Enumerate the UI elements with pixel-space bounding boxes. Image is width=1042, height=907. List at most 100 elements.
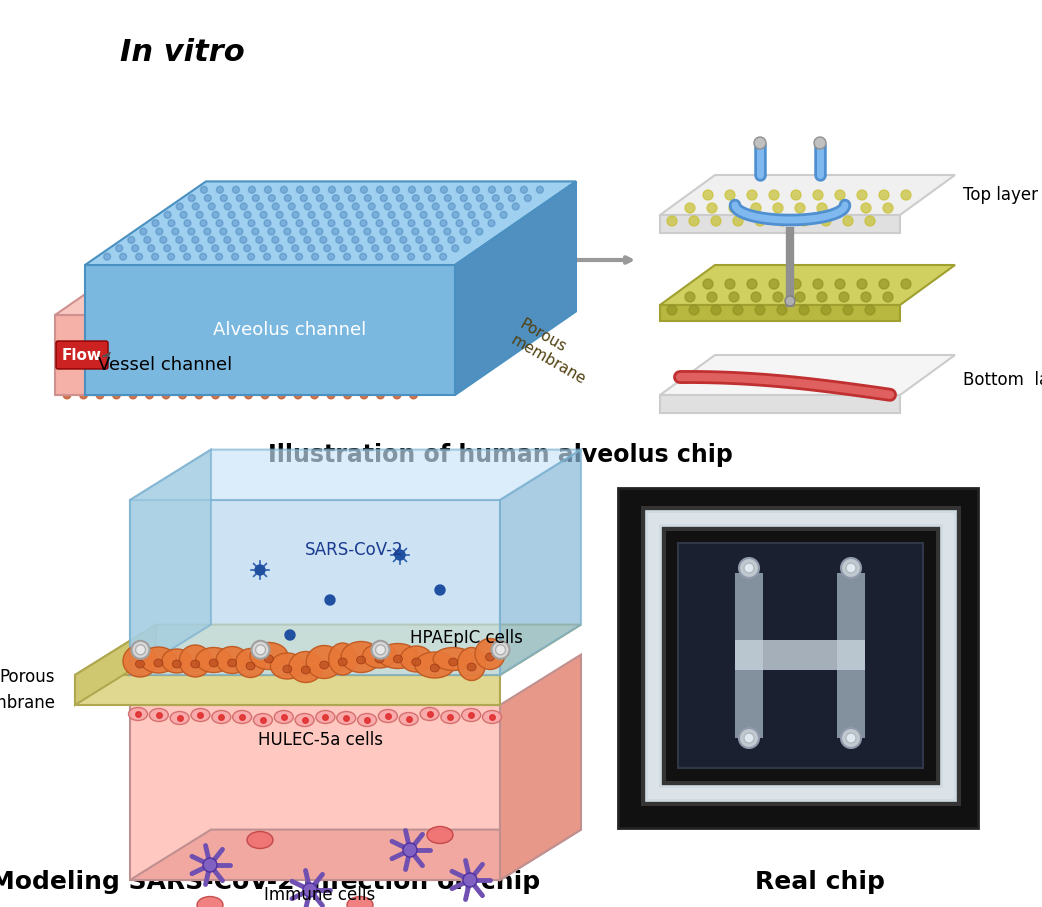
- Circle shape: [744, 563, 754, 573]
- Circle shape: [178, 391, 187, 399]
- Circle shape: [751, 203, 761, 213]
- Circle shape: [299, 343, 306, 350]
- Ellipse shape: [274, 710, 293, 724]
- Circle shape: [755, 305, 765, 315]
- Circle shape: [124, 361, 131, 368]
- Circle shape: [148, 245, 154, 252]
- Circle shape: [498, 330, 505, 338]
- Circle shape: [703, 279, 713, 289]
- Ellipse shape: [320, 661, 328, 669]
- Circle shape: [215, 355, 223, 362]
- Ellipse shape: [475, 639, 505, 669]
- Ellipse shape: [149, 708, 169, 721]
- Circle shape: [345, 379, 352, 386]
- Ellipse shape: [123, 645, 157, 677]
- Ellipse shape: [306, 646, 342, 678]
- Circle shape: [203, 858, 217, 872]
- Circle shape: [348, 195, 355, 201]
- Circle shape: [265, 355, 272, 362]
- Circle shape: [176, 237, 182, 243]
- Circle shape: [330, 355, 338, 362]
- Circle shape: [317, 195, 323, 201]
- Circle shape: [287, 385, 294, 393]
- Circle shape: [135, 645, 146, 655]
- Circle shape: [480, 203, 488, 210]
- Circle shape: [432, 203, 439, 210]
- Circle shape: [98, 366, 106, 375]
- Circle shape: [506, 325, 514, 332]
- Circle shape: [255, 645, 266, 655]
- Circle shape: [156, 228, 163, 235]
- Ellipse shape: [400, 646, 432, 672]
- Circle shape: [460, 228, 467, 235]
- Ellipse shape: [212, 710, 230, 724]
- Circle shape: [364, 228, 371, 235]
- Circle shape: [144, 237, 151, 243]
- Circle shape: [839, 203, 849, 213]
- Circle shape: [444, 228, 451, 235]
- Ellipse shape: [197, 896, 223, 907]
- Circle shape: [290, 348, 297, 356]
- Text: Top layer: Top layer: [963, 186, 1038, 204]
- Polygon shape: [55, 315, 275, 395]
- Circle shape: [254, 373, 263, 381]
- Ellipse shape: [378, 709, 397, 723]
- Circle shape: [438, 361, 445, 368]
- Polygon shape: [130, 450, 581, 500]
- Ellipse shape: [363, 644, 396, 668]
- Ellipse shape: [347, 896, 373, 907]
- Circle shape: [685, 203, 695, 213]
- Circle shape: [175, 336, 183, 344]
- Circle shape: [181, 366, 189, 375]
- Circle shape: [368, 203, 375, 210]
- Ellipse shape: [141, 647, 176, 673]
- Circle shape: [416, 203, 423, 210]
- Ellipse shape: [232, 710, 251, 724]
- Circle shape: [160, 325, 168, 332]
- Circle shape: [176, 203, 183, 210]
- Circle shape: [194, 312, 202, 320]
- Circle shape: [327, 253, 334, 260]
- Circle shape: [284, 318, 292, 326]
- Circle shape: [273, 348, 281, 356]
- Circle shape: [164, 211, 171, 219]
- Circle shape: [879, 279, 889, 289]
- Circle shape: [235, 228, 243, 235]
- Circle shape: [116, 245, 123, 252]
- Circle shape: [441, 325, 448, 332]
- Circle shape: [406, 336, 414, 344]
- Circle shape: [440, 253, 447, 260]
- Circle shape: [205, 373, 213, 381]
- Circle shape: [751, 292, 761, 302]
- Circle shape: [500, 211, 507, 219]
- Circle shape: [249, 343, 256, 350]
- Circle shape: [667, 216, 677, 226]
- Circle shape: [343, 312, 350, 320]
- Circle shape: [232, 219, 239, 227]
- Circle shape: [879, 190, 889, 200]
- Circle shape: [326, 312, 333, 320]
- Circle shape: [356, 211, 363, 219]
- Circle shape: [386, 385, 393, 393]
- Circle shape: [305, 361, 313, 368]
- Circle shape: [739, 558, 759, 578]
- Text: Alveolus channel: Alveolus channel: [214, 321, 367, 339]
- Circle shape: [328, 219, 334, 227]
- Circle shape: [241, 348, 248, 356]
- Text: Immune cells: Immune cells: [265, 886, 375, 904]
- Circle shape: [190, 361, 197, 368]
- Circle shape: [324, 336, 331, 344]
- Circle shape: [172, 228, 179, 235]
- Ellipse shape: [341, 641, 381, 672]
- Circle shape: [436, 245, 443, 252]
- Circle shape: [72, 385, 79, 393]
- Circle shape: [388, 245, 395, 252]
- Circle shape: [372, 641, 390, 658]
- Circle shape: [115, 366, 123, 375]
- Circle shape: [320, 237, 327, 243]
- Circle shape: [163, 391, 170, 399]
- Polygon shape: [275, 269, 341, 395]
- Circle shape: [440, 219, 447, 227]
- Circle shape: [367, 318, 374, 326]
- Circle shape: [352, 237, 358, 243]
